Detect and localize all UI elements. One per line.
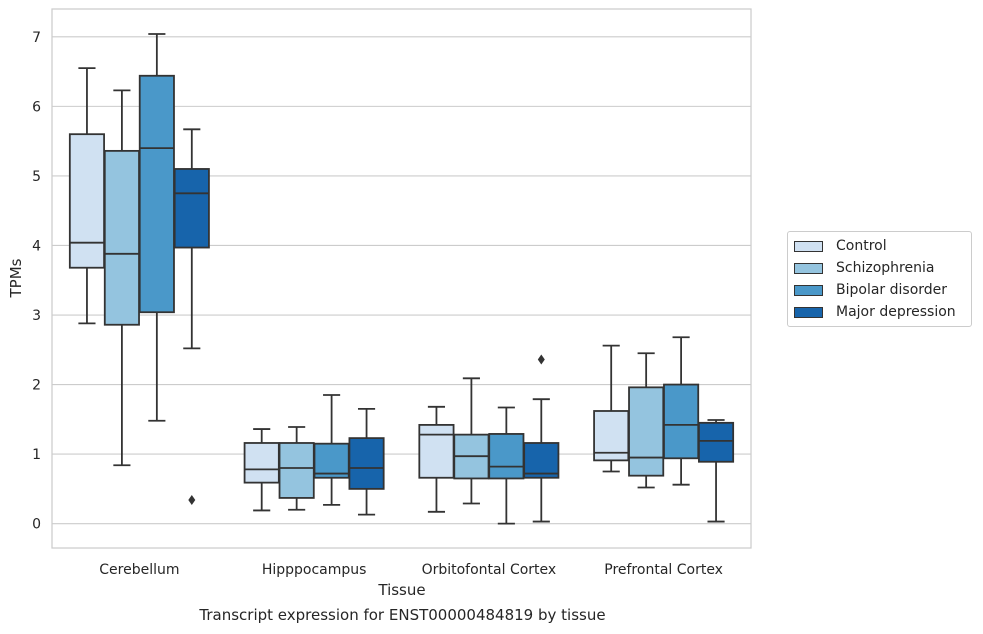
y-axis-label: TPMs: [7, 258, 25, 298]
box-layer: [68, 33, 735, 525]
legend-item-schizophrenia: Schizophrenia: [794, 260, 934, 276]
box-major-depression-orbitofontal-cortex: [523, 354, 560, 523]
box-iqr: [628, 386, 665, 477]
legend-label-control: Control: [836, 238, 887, 254]
y-tick-label: 4: [32, 238, 41, 254]
legend-label-bipolar-disorder: Bipolar disorder: [836, 282, 948, 298]
box-iqr: [138, 74, 175, 314]
legend-item-major-depression: Major depression: [794, 304, 956, 320]
box-iqr: [488, 433, 525, 480]
x-tick-labels: Cerebellum Hipppocampus Orbitofontal Corte…: [99, 562, 723, 578]
box-iqr: [698, 421, 735, 463]
gridlines: [52, 36, 751, 525]
legend-swatch-bipolar-disorder: [794, 284, 823, 296]
box-schizophrenia-prefrontal-cortex: [628, 352, 665, 489]
x-tick-label-cerebellum: Cerebellum: [99, 562, 179, 578]
box-control-prefrontal-cortex: [593, 344, 630, 473]
box-iqr: [523, 442, 560, 479]
outlier-point: [537, 354, 545, 365]
box-control-orbitofontal-cortex: [418, 405, 455, 513]
box-iqr: [243, 442, 280, 484]
box-iqr: [278, 442, 315, 499]
box-bipolar-disorder-prefrontal-cortex: [663, 336, 700, 486]
box-major-depression-hipppocampus: [348, 408, 385, 516]
y-tick-label: 2: [32, 378, 41, 394]
x-tick-label-hipppocampus: Hipppocampus: [262, 562, 367, 578]
plot-area-frame: [51, 8, 752, 549]
legend-swatch-control: [794, 240, 823, 252]
legend-swatch-schizophrenia: [794, 262, 823, 274]
outlier-point: [188, 495, 196, 506]
y-tick-label: 7: [32, 30, 41, 46]
y-tick-label: 1: [32, 447, 41, 463]
box-iqr: [173, 168, 210, 249]
box-schizophrenia-orbitofontal-cortex: [453, 377, 490, 505]
box-iqr: [418, 423, 455, 479]
box-iqr: [313, 442, 350, 479]
box-iqr: [103, 149, 140, 326]
y-tick-label: 6: [32, 99, 41, 115]
y-tick-label: 3: [32, 308, 41, 324]
x-tick-label-orbitofontal-cortex: Orbitofontal Cortex: [422, 562, 557, 578]
figure-caption: Transcript expression for ENST0000048481…: [199, 606, 606, 624]
legend-label-schizophrenia: Schizophrenia: [836, 260, 935, 276]
box-iqr: [68, 133, 105, 269]
y-tick-label: 0: [32, 517, 41, 533]
box-control-cerebellum: [68, 67, 105, 325]
box-control-hipppocampus: [243, 428, 280, 512]
legend-item-bipolar-disorder: Bipolar disorder: [794, 282, 947, 298]
box-major-depression-prefrontal-cortex: [698, 419, 735, 523]
box-iqr: [663, 383, 700, 460]
box-bipolar-disorder-cerebellum: [138, 33, 175, 422]
legend: Control Schizophrenia Bipolar disorder M…: [787, 231, 972, 327]
x-axis-label: Tissue: [377, 581, 425, 599]
box-major-depression-cerebellum: [173, 128, 210, 506]
legend-label-major-depression: Major depression: [836, 304, 956, 320]
legend-item-control: Control: [794, 238, 887, 254]
x-tick-label-prefrontal-cortex: Prefrontal Cortex: [604, 562, 723, 578]
y-tick-label: 5: [32, 169, 41, 185]
box-iqr: [348, 437, 385, 490]
legend-swatch-major-depression: [794, 306, 823, 318]
box-schizophrenia-cerebellum: [103, 89, 140, 467]
y-tick-labels: 0 1 2 3 4 5 6 7: [32, 30, 41, 533]
